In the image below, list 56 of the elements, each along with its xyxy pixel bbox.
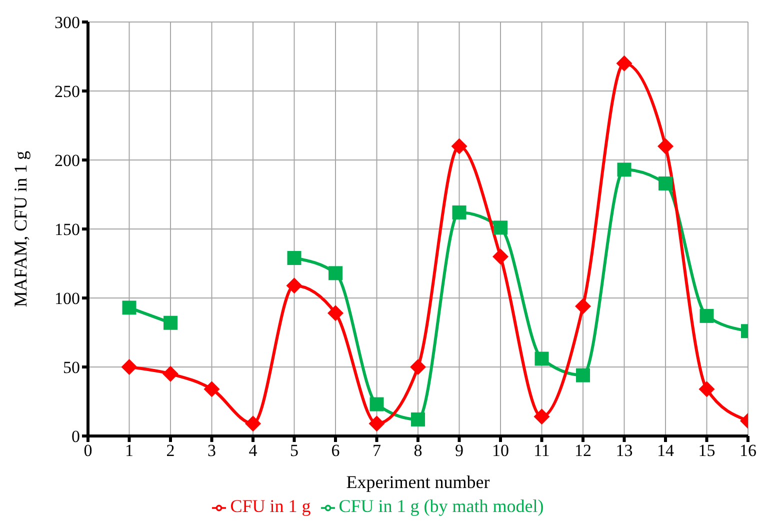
point <box>658 138 674 154</box>
legend-label: CFU in 1 g (by math model) <box>338 496 544 516</box>
point <box>494 220 508 235</box>
x-tick-label: 11 <box>534 441 550 460</box>
point <box>698 381 715 398</box>
x-axis-title: Experiment number <box>346 472 490 492</box>
point <box>410 359 426 375</box>
x-tick-label: 10 <box>492 441 509 460</box>
point <box>575 298 591 314</box>
y-tick-label: 100 <box>54 289 80 308</box>
x-tick-label: 15 <box>698 441 716 460</box>
y-tick-label: 300 <box>54 13 80 32</box>
point <box>411 412 425 426</box>
point <box>162 366 178 382</box>
x-tick-label: 8 <box>414 441 422 460</box>
y-tick-label: 150 <box>54 220 80 240</box>
point <box>616 55 632 72</box>
x-tick-label: 13 <box>616 441 633 460</box>
x-tick-label: 14 <box>657 441 674 460</box>
x-tick-label: 9 <box>455 441 464 460</box>
x-tick-label: 5 <box>290 441 298 460</box>
y-tick-label: 0 <box>72 427 80 446</box>
point <box>164 316 178 330</box>
point <box>328 305 344 322</box>
point <box>700 308 714 323</box>
point <box>204 381 220 398</box>
x-tick-label: 1 <box>125 441 134 460</box>
point <box>328 266 342 280</box>
x-tick-label: 3 <box>208 441 216 460</box>
point <box>617 162 632 177</box>
y-tick-label: 250 <box>54 82 80 102</box>
point <box>121 359 138 375</box>
point <box>534 352 549 366</box>
point <box>492 248 508 265</box>
y-tick-label: 200 <box>54 151 80 170</box>
x-tick-label: 7 <box>372 441 382 460</box>
x-tick-label: 4 <box>248 441 258 460</box>
x-tick-label: 6 <box>331 441 340 460</box>
x-tick-label: 2 <box>166 441 175 460</box>
point <box>286 278 302 294</box>
y-axis-title: MAFAM, CFU in 1 g <box>10 150 30 308</box>
x-tick-label: 12 <box>574 441 592 460</box>
legend-label: CFU in 1 g <box>230 496 311 516</box>
y-tick-label: 50 <box>63 358 80 378</box>
point <box>370 397 384 412</box>
point <box>658 176 672 190</box>
point <box>534 408 550 425</box>
point <box>245 416 261 432</box>
point <box>368 416 385 432</box>
point <box>287 250 302 265</box>
point <box>451 138 468 154</box>
point <box>452 205 466 220</box>
x-tick-label: 16 <box>740 441 756 460</box>
point <box>122 300 136 315</box>
point <box>576 368 590 382</box>
x-tick-label: 0 <box>84 441 92 460</box>
